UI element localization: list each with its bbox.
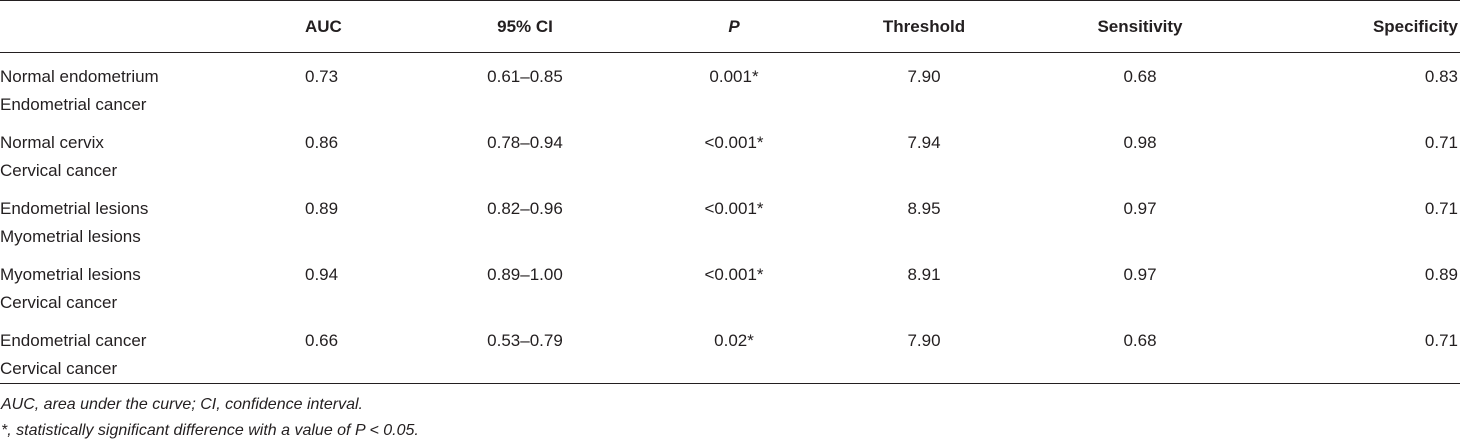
cell-ci-value: 0.89–1.00 (487, 265, 563, 284)
cell-threshold: 7.94 (828, 119, 1020, 185)
table-row: Normal endometrium Endometrial cancer 0.73… (0, 53, 1460, 120)
comparison-group-1: Normal endometrium (0, 67, 159, 86)
comparison-group-2: Cervical cancer (0, 293, 118, 312)
cell-threshold: 8.91 (828, 251, 1020, 317)
comparison-group-1: Myometrial lesions (0, 265, 141, 284)
cell-auc: 0.89 (300, 185, 410, 251)
cell-sensitivity-value: 0.68 (1123, 331, 1157, 350)
cell-specificity: 0.89 (1260, 251, 1460, 317)
comparison-group-2: Cervical cancer (0, 161, 118, 180)
cell-specificity-value: 0.71 (1424, 331, 1458, 350)
cell-sensitivity-value: 0.98 (1123, 133, 1157, 152)
comparison-group-1: Endometrial cancer (0, 331, 147, 350)
cell-sensitivity: 0.97 (1020, 185, 1260, 251)
cell-p-value: 0.02* (714, 331, 754, 350)
cell-auc: 0.73 (300, 53, 410, 120)
cell-p-value: <0.001* (704, 133, 764, 152)
cell-threshold-value: 7.94 (907, 133, 941, 152)
header-sensitivity: Sensitivity (1020, 0, 1260, 53)
comparison-group-2: Endometrial cancer (0, 95, 147, 114)
cell-ci: 0.82–0.96 (410, 185, 640, 251)
cell-p: 0.02* (640, 317, 828, 384)
cell-ci: 0.89–1.00 (410, 251, 640, 317)
table-footnotes: AUC, area under the curve; CI, confidenc… (0, 384, 1460, 444)
comparison-group-2: Myometrial lesions (0, 227, 141, 246)
table-row: Myometrial lesions Cervical cancer 0.94 0.8… (0, 251, 1460, 317)
cell-ci: 0.78–0.94 (410, 119, 640, 185)
cell-threshold: 7.90 (828, 53, 1020, 120)
cell-p-value: <0.001* (704, 199, 764, 218)
cell-p: 0.001* (640, 53, 828, 120)
cell-specificity: 0.71 (1260, 317, 1460, 384)
header-ci: 95% CI (410, 0, 640, 53)
cell-ci: 0.61–0.85 (410, 53, 640, 120)
header-comparison (0, 0, 300, 53)
roc-results-table: AUC 95% CI P Threshold Sensitivity Speci… (0, 0, 1460, 384)
header-threshold: Threshold (828, 0, 1020, 53)
cell-auc-value: 0.66 (305, 331, 339, 350)
cell-sensitivity: 0.68 (1020, 317, 1260, 384)
cell-sensitivity-value: 0.97 (1123, 265, 1157, 284)
cell-comparison: Normal cervix Cervical cancer (0, 119, 300, 185)
cell-auc-value: 0.86 (305, 133, 339, 152)
cell-specificity: 0.71 (1260, 119, 1460, 185)
header-row: AUC 95% CI P Threshold Sensitivity Speci… (0, 0, 1460, 53)
cell-p: <0.001* (640, 119, 828, 185)
cell-sensitivity: 0.97 (1020, 251, 1260, 317)
cell-p: <0.001* (640, 185, 828, 251)
footnote-significance: *, statistically significant difference … (1, 422, 419, 439)
cell-specificity-value: 0.71 (1424, 199, 1458, 218)
cell-auc-value: 0.89 (305, 199, 339, 218)
cell-specificity-value: 0.83 (1424, 67, 1458, 86)
cell-auc-value: 0.73 (305, 67, 339, 86)
cell-threshold: 8.95 (828, 185, 1020, 251)
cell-p: <0.001* (640, 251, 828, 317)
cell-specificity: 0.71 (1260, 185, 1460, 251)
cell-comparison: Myometrial lesions Cervical cancer (0, 251, 300, 317)
cell-comparison: Endometrial lesions Myometrial lesions (0, 185, 300, 251)
table-row: Endometrial lesions Myometrial lesions 0.8… (0, 185, 1460, 251)
cell-specificity-value: 0.71 (1424, 133, 1458, 152)
cell-auc: 0.86 (300, 119, 410, 185)
comparison-group-2: Cervical cancer (0, 359, 118, 378)
cell-ci-value: 0.78–0.94 (487, 133, 563, 152)
cell-comparison: Endometrial cancer Cervical cancer (0, 317, 300, 384)
cell-specificity-value: 0.89 (1424, 265, 1458, 284)
cell-specificity: 0.83 (1260, 53, 1460, 120)
footnote-abbreviations: AUC, area under the curve; CI, confidenc… (1, 396, 363, 413)
cell-threshold-value: 8.91 (907, 265, 941, 284)
table-header: AUC 95% CI P Threshold Sensitivity Speci… (0, 0, 1460, 53)
table-row: Normal cervix Cervical cancer 0.86 0.78–0.9… (0, 119, 1460, 185)
cell-sensitivity: 0.68 (1020, 53, 1260, 120)
comparison-group-1: Normal cervix (0, 133, 104, 152)
cell-comparison: Normal endometrium Endometrial cancer (0, 53, 300, 120)
cell-sensitivity: 0.98 (1020, 119, 1260, 185)
cell-auc-value: 0.94 (305, 265, 339, 284)
comparison-group-1: Endometrial lesions (0, 199, 149, 218)
table-row: Endometrial cancer Cervical cancer 0.66 0.5… (0, 317, 1460, 384)
cell-auc: 0.94 (300, 251, 410, 317)
cell-ci: 0.53–0.79 (410, 317, 640, 384)
cell-threshold-value: 7.90 (907, 67, 941, 86)
cell-threshold: 7.90 (828, 317, 1020, 384)
cell-sensitivity-value: 0.97 (1123, 199, 1157, 218)
cell-ci-value: 0.61–0.85 (487, 67, 563, 86)
table-body: Normal endometrium Endometrial cancer 0.73… (0, 53, 1460, 384)
header-p: P (640, 0, 828, 53)
header-specificity: Specificity (1260, 0, 1460, 53)
cell-auc: 0.66 (300, 317, 410, 384)
cell-p-value: 0.001* (709, 67, 759, 86)
header-auc: AUC (300, 0, 410, 53)
cell-sensitivity-value: 0.68 (1123, 67, 1157, 86)
cell-p-value: <0.001* (704, 265, 764, 284)
cell-ci-value: 0.82–0.96 (487, 199, 563, 218)
cell-threshold-value: 8.95 (907, 199, 941, 218)
cell-threshold-value: 7.90 (907, 331, 941, 350)
cell-ci-value: 0.53–0.79 (487, 331, 563, 350)
